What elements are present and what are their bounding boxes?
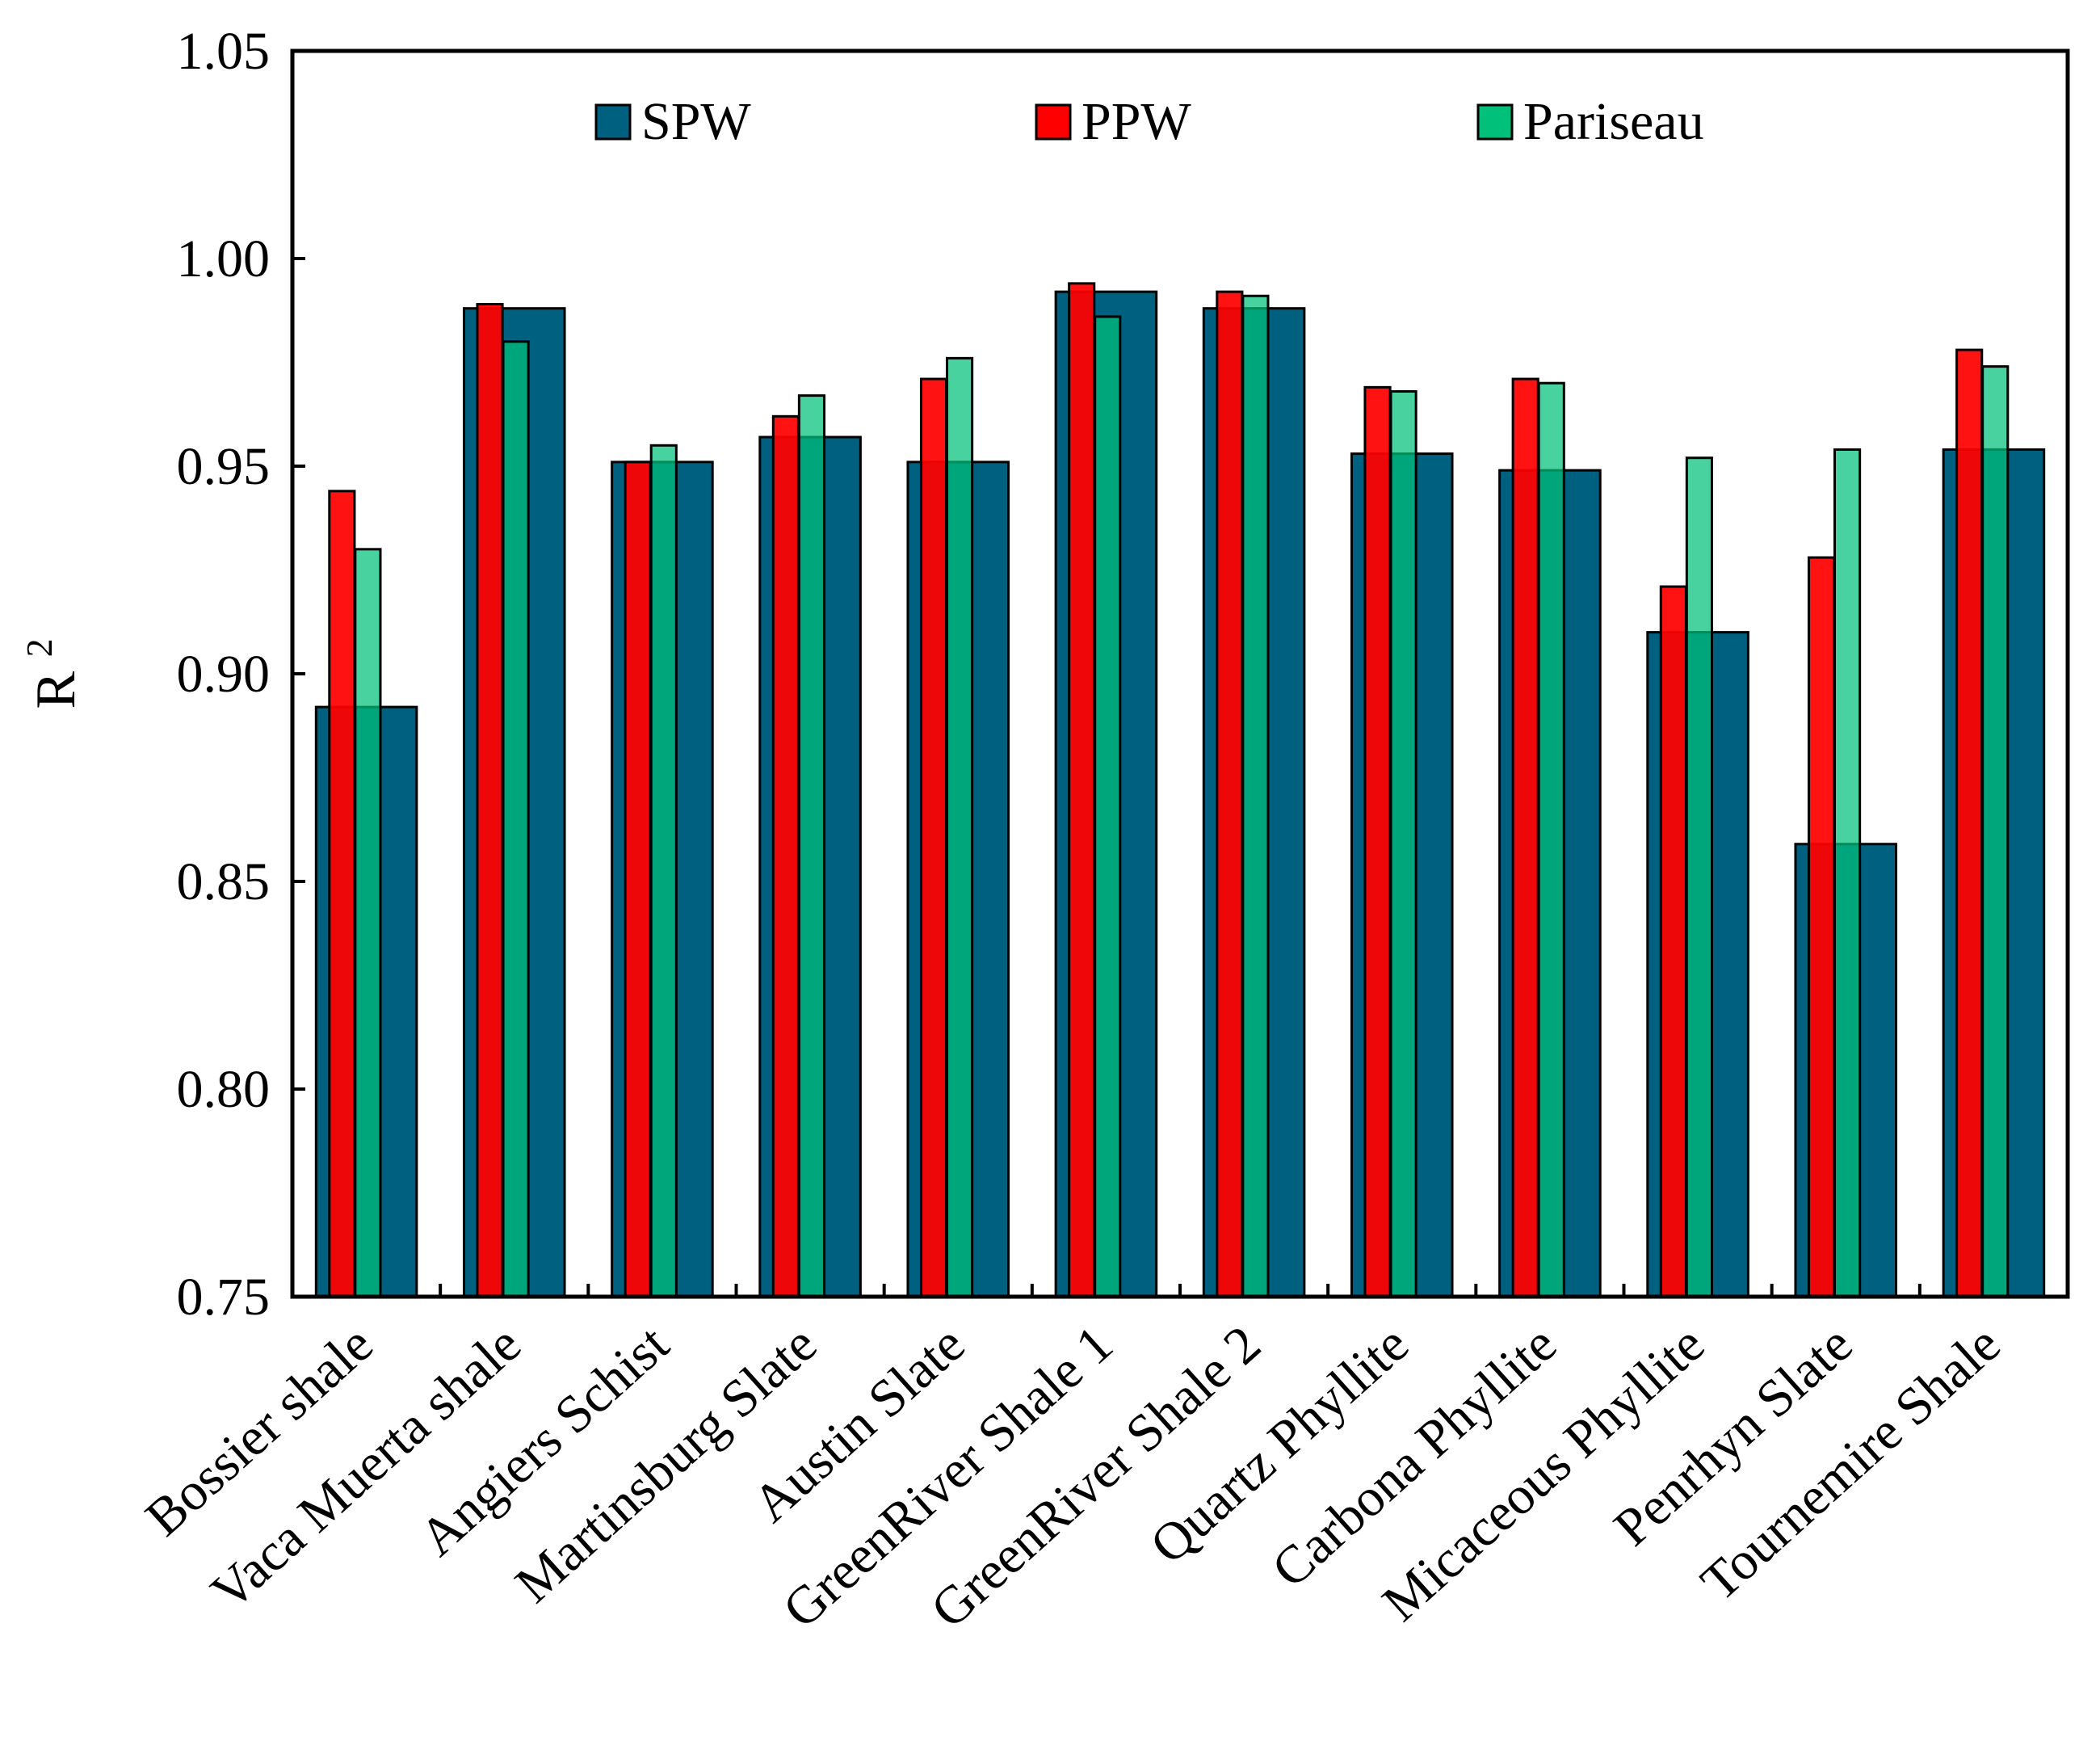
y-tick-label: 0.80 xyxy=(177,1060,271,1119)
y-tick-label: 1.00 xyxy=(177,229,271,288)
legend-swatch-pariseau xyxy=(1476,103,1514,141)
bar-ppw-quartz-phyllite xyxy=(1363,385,1392,1298)
bar-pariseau-tournemire-shale xyxy=(1981,365,2010,1298)
y-axis-title-text: R xyxy=(25,671,87,709)
legend-item-ppw: PPW xyxy=(1035,92,1191,151)
legend-swatch-spw xyxy=(594,103,632,141)
y-tick-label: 0.90 xyxy=(177,645,271,704)
bar-pariseau-austin-slate xyxy=(946,356,974,1298)
bar-group-quartz-phyllite xyxy=(1350,385,1454,1298)
bar-ppw-carbona-phyllite xyxy=(1511,377,1539,1298)
bar-ppw-greenriver-shale-2 xyxy=(1216,290,1244,1298)
bar-group-vaca-muerta-shale xyxy=(462,303,566,1298)
x-tick-label-quartz-phyllite: Quartz Phyllite xyxy=(1140,1314,1420,1575)
legend-swatch-ppw xyxy=(1035,103,1072,141)
legend-label-spw: SPW xyxy=(641,92,751,151)
bar-group-tournemire-shale xyxy=(1942,348,2046,1298)
legend-item-spw: SPW xyxy=(594,92,751,151)
bar-group-micaceous-phyllite xyxy=(1646,456,1749,1298)
bar-ppw-bossier-shale xyxy=(328,490,356,1298)
y-tick-label: 0.75 xyxy=(177,1268,271,1327)
bar-ppw-penrhyn-slate xyxy=(1807,556,1836,1298)
bar-pariseau-martinsburg-slate xyxy=(797,394,825,1298)
bar-ppw-vaca-muerta-shale xyxy=(476,303,504,1298)
bar-pariseau-greenriver-shale-1 xyxy=(1094,315,1122,1298)
bar-pariseau-penrhyn-slate xyxy=(1833,448,1862,1298)
bar-ppw-austin-slate xyxy=(919,377,948,1298)
bar-group-greenriver-shale-2 xyxy=(1202,290,1306,1298)
bar-pariseau-quartz-phyllite xyxy=(1389,389,1418,1298)
y-tick-label: 1.05 xyxy=(177,22,271,81)
bar-group-bossier-shale xyxy=(314,490,418,1298)
bar-group-martinsburg-slate xyxy=(758,394,862,1298)
bar-group-carbona-phyllite xyxy=(1498,377,1602,1298)
legend-label-ppw: PPW xyxy=(1082,92,1191,151)
bar-ppw-angiers-schist xyxy=(624,461,652,1298)
bar-pariseau-carbona-phyllite xyxy=(1537,381,1565,1298)
y-axis: 0.75 0.80 0.85 0.90 0.95 1.00 1.05 xyxy=(177,22,305,1327)
bar-group-penrhyn-slate xyxy=(1794,448,1898,1298)
bar-ppw-greenriver-shale-1 xyxy=(1068,282,1096,1298)
bar-pariseau-greenriver-shale-2 xyxy=(1241,294,1270,1298)
bar-pariseau-vaca-muerta-shale xyxy=(502,340,530,1298)
bar-group-greenriver-shale-1 xyxy=(1054,282,1158,1298)
bar-group-angiers-schist xyxy=(611,444,714,1298)
y-axis-title: R 2 xyxy=(19,638,87,709)
bar-ppw-martinsburg-slate xyxy=(771,414,800,1298)
legend-item-pariseau: Pariseau xyxy=(1476,92,1704,151)
bar-pariseau-angiers-schist xyxy=(649,444,678,1298)
y-tick-label: 0.85 xyxy=(177,852,271,911)
bar-ppw-tournemire-shale xyxy=(1955,348,1984,1298)
bars-layer xyxy=(314,282,2046,1298)
bar-pariseau-micaceous-phyllite xyxy=(1685,456,1713,1298)
legend: SPW PPW Pariseau xyxy=(594,92,1704,151)
bar-ppw-micaceous-phyllite xyxy=(1659,585,1687,1298)
y-axis-title-superscript: 2 xyxy=(19,638,60,657)
bar-group-austin-slate xyxy=(906,356,1010,1298)
bar-pariseau-bossier-shale xyxy=(354,548,382,1298)
x-tick-label-angiers-schist: Angiers Schist xyxy=(409,1314,680,1567)
legend-label-pariseau: Pariseau xyxy=(1523,92,1704,151)
y-tick-label: 0.95 xyxy=(177,437,271,496)
